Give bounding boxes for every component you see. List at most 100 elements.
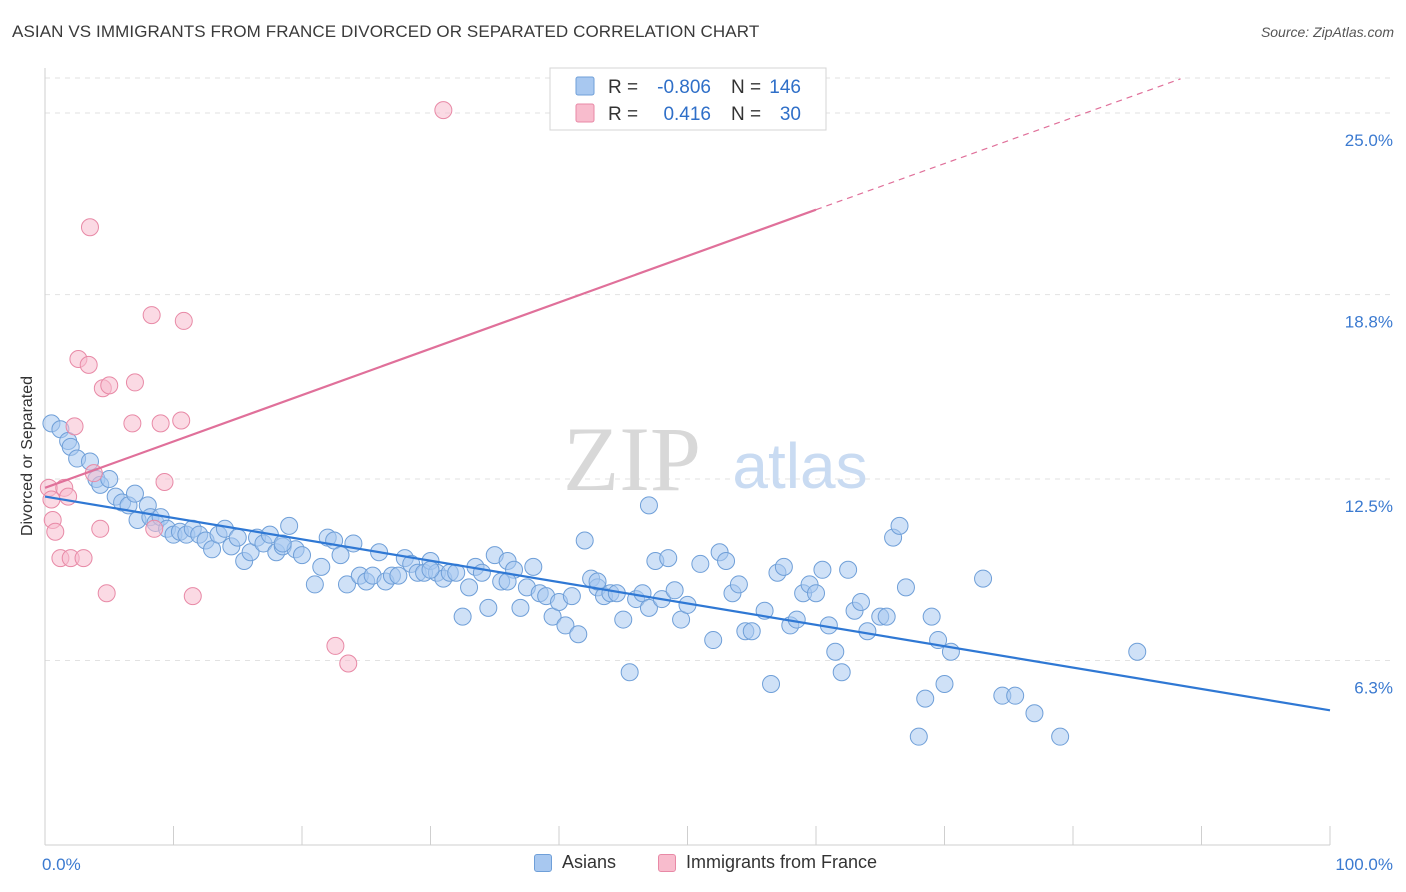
stats-swatch xyxy=(575,103,595,123)
point-asians xyxy=(125,484,144,503)
legend-item-asians[interactable]: Asians xyxy=(534,852,616,873)
point-asians xyxy=(851,592,870,611)
trend-line-asians xyxy=(44,495,1331,712)
point-france xyxy=(172,411,191,430)
point-asians xyxy=(922,607,941,626)
stats-n-value: 30 xyxy=(780,104,801,125)
point-france xyxy=(145,519,164,538)
point-asians xyxy=(614,610,633,629)
point-france xyxy=(155,472,174,491)
y-tick-label: 6.3% xyxy=(1354,679,1393,698)
point-asians xyxy=(639,496,658,515)
point-asians xyxy=(293,546,311,565)
trend-lines xyxy=(44,78,1331,712)
point-france xyxy=(65,417,84,436)
point-asians xyxy=(896,578,915,597)
point-asians xyxy=(389,566,408,585)
point-asians xyxy=(421,560,440,579)
point-asians xyxy=(832,663,851,682)
point-asians xyxy=(273,534,292,553)
point-asians xyxy=(305,575,324,594)
point-asians xyxy=(826,642,845,661)
stats-r-value: -0.806 xyxy=(657,77,711,98)
point-france xyxy=(80,218,99,237)
point-asians xyxy=(524,557,543,576)
point-asians xyxy=(639,598,658,617)
stats-n-value: 146 xyxy=(769,77,801,98)
point-asians xyxy=(762,674,781,693)
legend-item-france[interactable]: Immigrants from France xyxy=(658,852,877,873)
watermark-zip: ZIP xyxy=(563,408,701,510)
y-tick-label: 12.5% xyxy=(1345,497,1393,516)
point-france xyxy=(79,355,98,374)
point-asians xyxy=(974,569,993,588)
point-france xyxy=(97,584,116,603)
stats-r-label: R = xyxy=(608,77,638,98)
point-asians xyxy=(916,689,935,708)
stats-swatch xyxy=(575,76,595,96)
point-asians xyxy=(228,528,247,547)
legend-swatch-asians xyxy=(534,853,552,872)
point-france xyxy=(46,522,65,541)
point-asians xyxy=(839,560,858,579)
point-asians xyxy=(774,557,793,576)
y-tick-label: 18.8% xyxy=(1345,313,1393,332)
point-france xyxy=(123,414,142,433)
stats-box xyxy=(549,67,827,131)
point-asians xyxy=(858,622,877,641)
point-asians xyxy=(511,598,530,617)
point-asians xyxy=(337,575,356,594)
point-asians xyxy=(807,584,825,603)
x-tick-label-left: 0.0% xyxy=(42,855,81,874)
point-asians xyxy=(100,470,119,489)
point-france xyxy=(151,414,170,433)
stats-r-label: R = xyxy=(608,104,638,125)
legend-label-asians: Asians xyxy=(562,852,617,872)
point-asians xyxy=(588,572,607,591)
point-asians xyxy=(909,727,928,746)
point-asians xyxy=(877,607,896,626)
point-france xyxy=(91,519,110,538)
point-asians xyxy=(813,560,832,579)
point-asians xyxy=(1025,704,1044,723)
point-asians xyxy=(280,516,299,535)
point-asians xyxy=(556,616,575,635)
point-asians xyxy=(717,552,736,571)
point-asians xyxy=(704,631,723,650)
point-asians xyxy=(1128,642,1147,661)
point-france xyxy=(142,306,161,325)
point-asians xyxy=(620,663,639,682)
axes xyxy=(44,68,1331,846)
point-asians xyxy=(890,516,909,535)
x-tick-label-right: 100.0% xyxy=(1335,855,1393,874)
tick-labels: 6.3% 12.5% 18.8% 25.0% 0.0% 100.0% xyxy=(42,131,1393,874)
stats-n-label: N = xyxy=(731,104,761,125)
y-tick-label: 25.0% xyxy=(1345,131,1393,150)
point-asians xyxy=(569,625,588,644)
watermark: ZIP atlas xyxy=(563,408,868,510)
watermark-atlas: atlas xyxy=(732,430,867,502)
point-asians xyxy=(453,607,472,626)
point-asians xyxy=(460,578,479,597)
stats-r-value: 0.416 xyxy=(663,104,711,125)
stats-n-label: N = xyxy=(731,77,761,98)
point-france xyxy=(183,587,202,606)
point-france xyxy=(326,636,345,655)
chart-title: ASIAN VS IMMIGRANTS FROM FRANCE DIVORCED… xyxy=(12,22,760,41)
grid-lines xyxy=(45,77,1395,662)
point-asians xyxy=(742,622,761,641)
point-france xyxy=(174,311,193,330)
point-france xyxy=(339,654,358,673)
point-asians xyxy=(575,531,594,550)
point-asians xyxy=(479,598,498,617)
point-asians xyxy=(1051,727,1070,746)
point-asians xyxy=(665,581,684,600)
point-asians xyxy=(729,575,748,594)
point-france xyxy=(74,549,93,568)
source-credit: Source: ZipAtlas.com xyxy=(1260,24,1394,40)
trend-extension-france xyxy=(815,78,1181,211)
point-france xyxy=(434,101,453,120)
legend-swatch-france xyxy=(658,853,676,872)
point-asians xyxy=(691,554,710,573)
